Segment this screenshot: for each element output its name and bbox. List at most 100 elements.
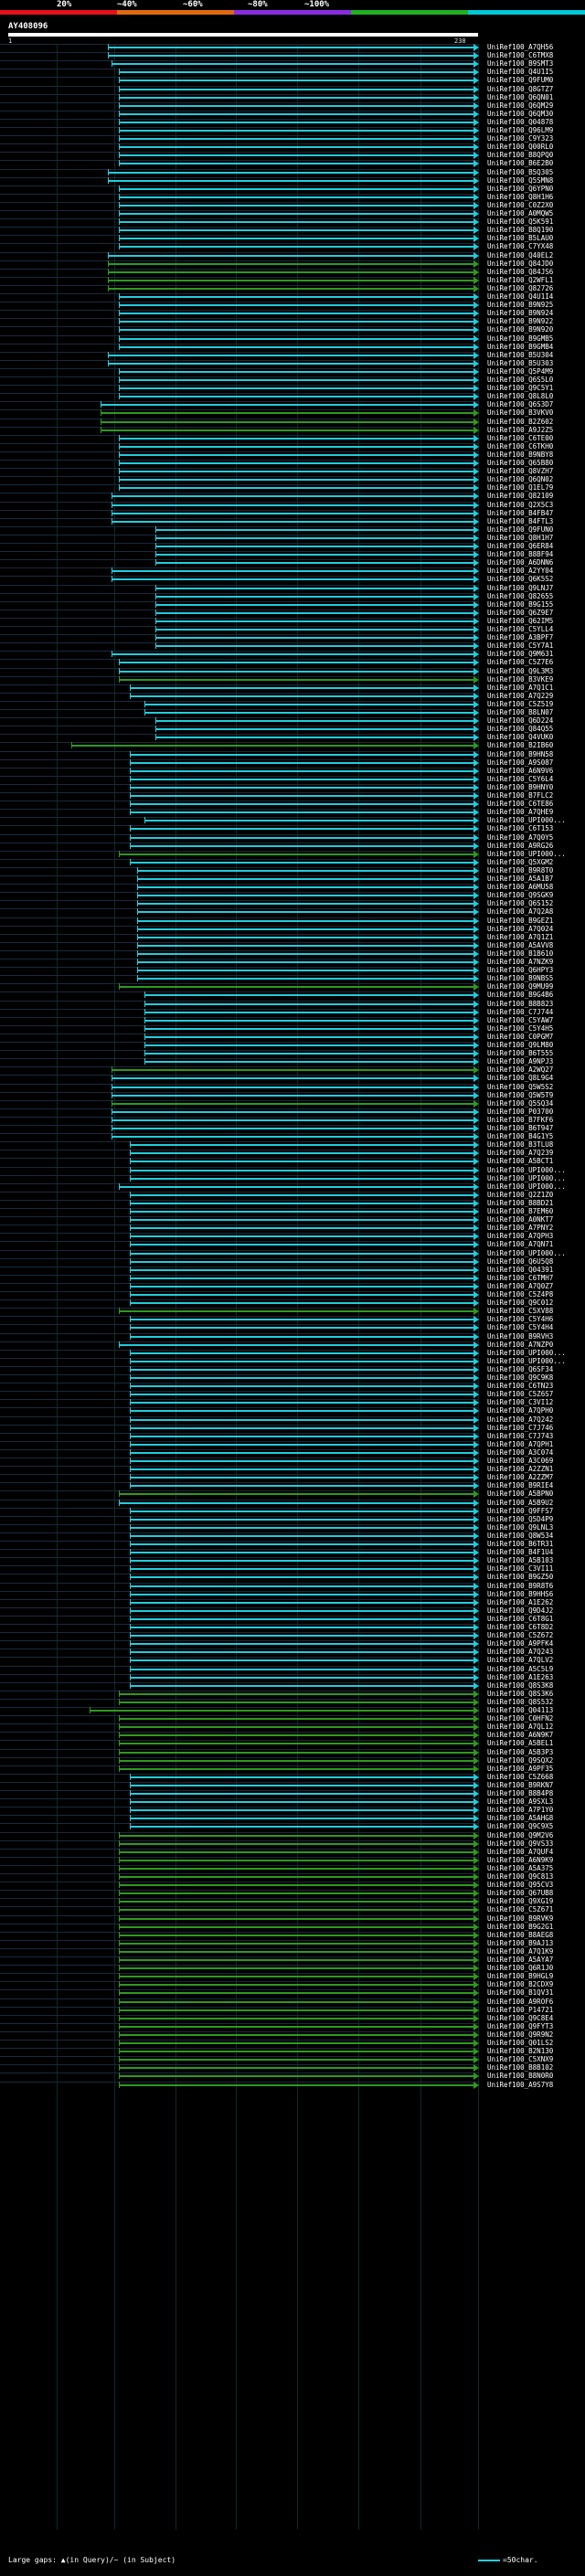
hit-bar[interactable]: [130, 795, 474, 797]
hit-row[interactable]: UniRef100_UPI000...: [0, 1349, 585, 1358]
hit-row[interactable]: UniRef100_C0PGM7: [0, 1032, 585, 1042]
hit-bar[interactable]: [108, 279, 474, 281]
hit-bar[interactable]: [130, 1302, 474, 1305]
hit-row[interactable]: UniRef100_C6TMH7: [0, 1273, 585, 1283]
hit-row[interactable]: UniRef100_A7Q1C1: [0, 684, 585, 693]
hit-label[interactable]: UniRef100_C5Z519: [487, 699, 554, 708]
hit-label[interactable]: UniRef100_C7J743: [487, 1431, 554, 1440]
hit-label[interactable]: UniRef100_B9R8T0: [487, 865, 554, 875]
hit-label[interactable]: UniRef100_Q9XG19: [487, 1897, 554, 1906]
hit-label[interactable]: UniRef100_Q9C5Y1: [487, 384, 554, 393]
hit-label[interactable]: UniRef100_B8N0R0: [487, 2072, 554, 2081]
hit-label[interactable]: UniRef100_B9NBS5: [487, 974, 554, 983]
hit-row[interactable]: UniRef100_A5BEL1: [0, 1739, 585, 1748]
hit-bar[interactable]: [130, 1368, 474, 1371]
hit-bar[interactable]: [112, 1110, 474, 1113]
hit-label[interactable]: UniRef100_A5A1B7: [487, 875, 554, 883]
hit-label[interactable]: UniRef100_C5Y7A1: [487, 641, 554, 651]
hit-bar[interactable]: [130, 769, 474, 772]
hit-label[interactable]: UniRef100_C5Y4H6: [487, 1315, 554, 1324]
hit-label[interactable]: UniRef100_Q84JD0: [487, 259, 554, 268]
hit-label[interactable]: UniRef100_A6DNN6: [487, 558, 554, 567]
hit-bar[interactable]: [130, 1560, 474, 1563]
hit-row[interactable]: UniRef100_B9NBS5: [0, 974, 585, 983]
hit-bar[interactable]: [112, 1069, 474, 1072]
hit-row[interactable]: UniRef100_B8B823: [0, 1000, 585, 1009]
hit-bar[interactable]: [130, 1219, 474, 1222]
hit-label[interactable]: UniRef100_A7QL12: [487, 1723, 554, 1732]
hit-label[interactable]: UniRef100_Q4VUK0: [487, 733, 554, 742]
hit-bar[interactable]: [144, 1044, 474, 1046]
hit-label[interactable]: UniRef100_Q5SMN8: [487, 175, 554, 185]
hit-label[interactable]: UniRef100_B5U304: [487, 350, 554, 359]
hit-row[interactable]: UniRef100_A5BPN0: [0, 1489, 585, 1499]
hit-bar[interactable]: [137, 878, 474, 880]
hit-row[interactable]: UniRef100_Q65B80: [0, 459, 585, 468]
hit-bar[interactable]: [130, 1193, 474, 1196]
hit-row[interactable]: UniRef100_B9G155: [0, 600, 585, 610]
hit-row[interactable]: UniRef100_C7J743: [0, 1431, 585, 1441]
hit-label[interactable]: UniRef100_A9SXL3: [487, 1797, 554, 1807]
hit-row[interactable]: UniRef100_C3VI12: [0, 1398, 585, 1407]
hit-label[interactable]: UniRef100_Q8GTZ7: [487, 84, 554, 93]
hit-bar[interactable]: [130, 1443, 474, 1446]
hit-label[interactable]: UniRef100_Q04391: [487, 1265, 554, 1274]
hit-label[interactable]: UniRef100_Q8L8L0: [487, 392, 554, 401]
hit-bar[interactable]: [119, 196, 474, 198]
hit-row[interactable]: UniRef100_A2YY04: [0, 567, 585, 576]
hit-label[interactable]: UniRef100_B4FB47: [487, 508, 554, 517]
hit-row[interactable]: UniRef100_C5YAW7: [0, 1016, 585, 1025]
hit-bar[interactable]: [119, 2033, 474, 2036]
hit-bar[interactable]: [119, 121, 474, 123]
hit-bar[interactable]: [130, 1426, 474, 1429]
hit-bar[interactable]: [130, 1335, 474, 1338]
hit-label[interactable]: UniRef100_A3C069: [487, 1457, 554, 1465]
hit-bar[interactable]: [130, 1609, 474, 1612]
hit-label[interactable]: UniRef100_B4F1U4: [487, 1548, 554, 1557]
hit-label[interactable]: UniRef100_Q04113: [487, 1706, 554, 1714]
hit-row[interactable]: UniRef100_B5Q305: [0, 168, 585, 177]
hit-label[interactable]: UniRef100_A3C074: [487, 1447, 554, 1457]
hit-bar[interactable]: [112, 1086, 474, 1088]
hit-bar[interactable]: [144, 703, 474, 705]
hit-label[interactable]: UniRef100_C6TMH7: [487, 1273, 554, 1282]
hit-row[interactable]: UniRef100_A7Q229: [0, 692, 585, 701]
hit-label[interactable]: UniRef100_Q9SQX2: [487, 1755, 554, 1765]
hit-row[interactable]: UniRef100_Q5W5T9: [0, 1091, 585, 1100]
hit-bar[interactable]: [130, 1319, 474, 1321]
hit-label[interactable]: UniRef100_C5YLL4: [487, 625, 554, 633]
hit-bar[interactable]: [130, 1435, 474, 1437]
hit-label[interactable]: UniRef100_B2CDX9: [487, 1980, 554, 1989]
hit-row[interactable]: UniRef100_A6N9V6: [0, 767, 585, 776]
hit-bar[interactable]: [155, 554, 474, 557]
hit-row[interactable]: UniRef100_B5LAU0: [0, 234, 585, 243]
hit-label[interactable]: UniRef100_A7QUF4: [487, 1847, 554, 1856]
hit-row[interactable]: UniRef100_Q9C9K8: [0, 1373, 585, 1383]
hit-bar[interactable]: [130, 753, 474, 756]
hit-row[interactable]: UniRef100_A6N9K9: [0, 1856, 585, 1865]
hit-bar[interactable]: [119, 986, 474, 989]
hit-label[interactable]: UniRef100_C5Z6S7: [487, 1390, 554, 1399]
hit-label[interactable]: UniRef100_C7YX48: [487, 242, 554, 251]
hit-row[interactable]: UniRef100_A3C074: [0, 1447, 585, 1458]
hit-label[interactable]: UniRef100_C0PGM7: [487, 1032, 554, 1041]
hit-bar[interactable]: [130, 811, 474, 814]
hit-row[interactable]: UniRef100_Q96LM9: [0, 126, 585, 135]
hit-row[interactable]: UniRef100_A5BCT1: [0, 1157, 585, 1166]
hit-row[interactable]: UniRef100_A1E263: [0, 1673, 585, 1682]
hit-bar[interactable]: [130, 1593, 474, 1595]
hit-row[interactable]: UniRef100_Q6QN01: [0, 93, 585, 102]
hit-bar[interactable]: [90, 1710, 474, 1712]
hit-row[interactable]: UniRef100_C6TN23: [0, 1382, 585, 1391]
hit-bar[interactable]: [108, 362, 474, 365]
hit-label[interactable]: UniRef100_C9Y323: [487, 134, 554, 143]
hit-row[interactable]: UniRef100_UPI000...: [0, 1357, 585, 1366]
hit-bar[interactable]: [130, 1784, 474, 1786]
hit-bar[interactable]: [119, 104, 474, 107]
hit-label[interactable]: UniRef100_C5Z7E6: [487, 658, 554, 667]
hit-row[interactable]: UniRef100_Q04391: [0, 1265, 585, 1275]
hit-row[interactable]: UniRef100_Q6D224: [0, 716, 585, 726]
hit-row[interactable]: UniRef100_UPI000...: [0, 1182, 585, 1192]
hit-label[interactable]: UniRef100_B9N924: [487, 309, 554, 318]
hit-bar[interactable]: [119, 88, 474, 90]
